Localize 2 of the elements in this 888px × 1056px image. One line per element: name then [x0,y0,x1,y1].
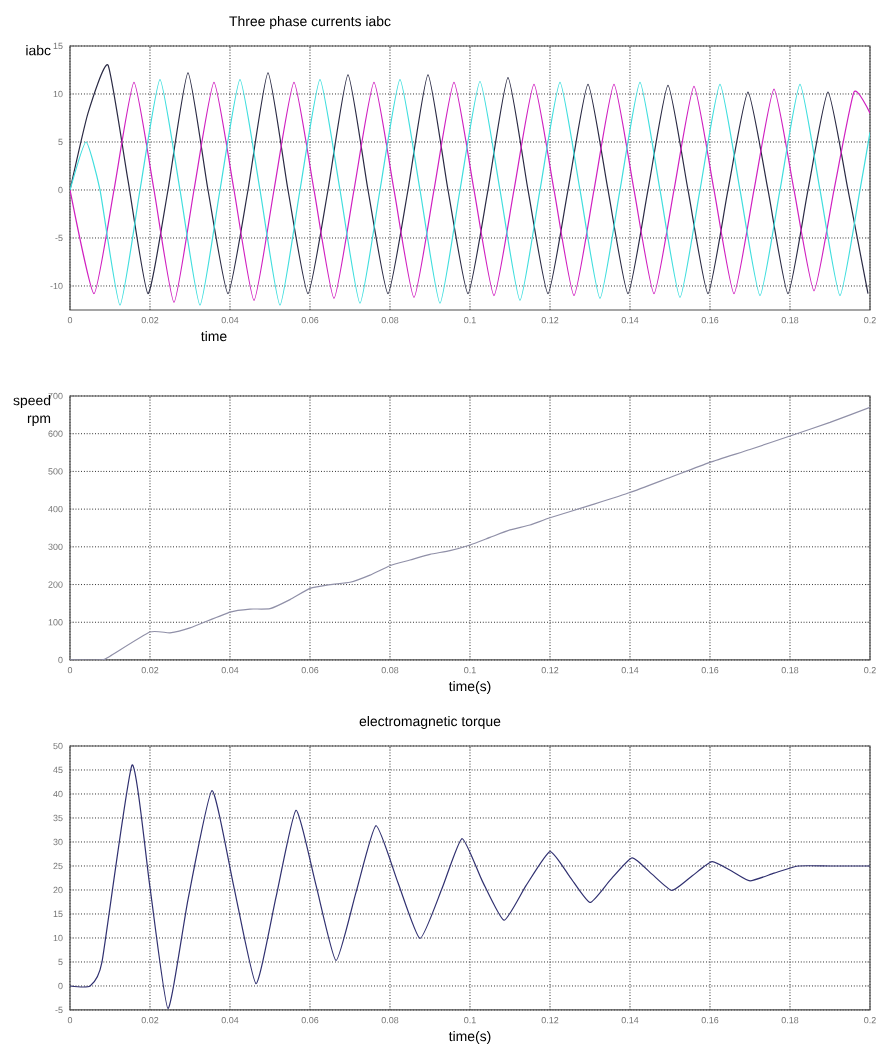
line-series [70,406,870,660]
line-series [70,764,870,1010]
